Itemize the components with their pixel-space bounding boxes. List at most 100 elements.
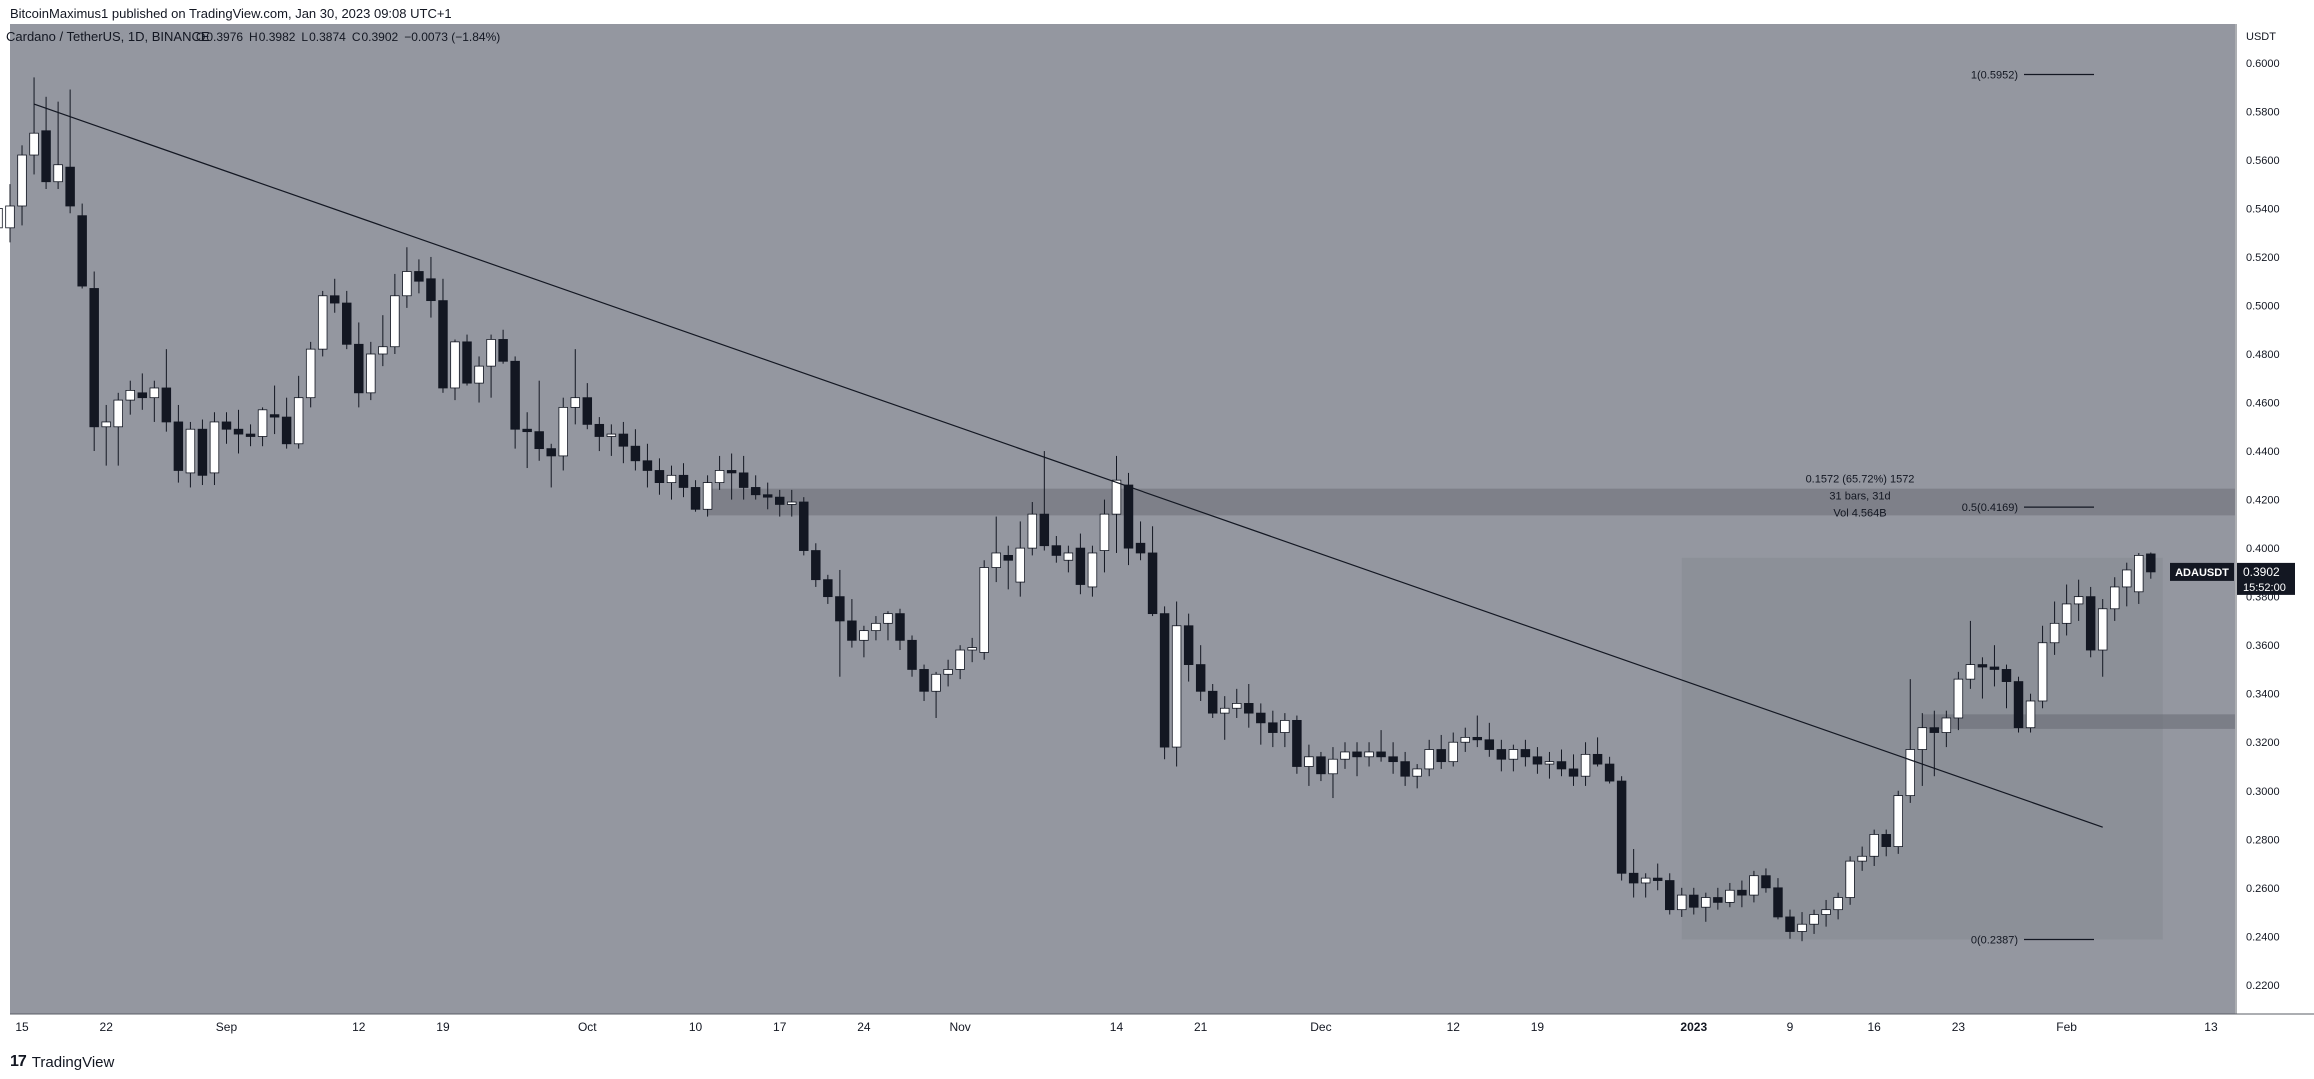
candle-down: [1652, 877, 1663, 881]
resistance-zone: [707, 488, 2235, 516]
x-tick-label: 23: [1952, 1020, 1966, 1034]
candle-up: [991, 552, 1001, 568]
candle-up: [1412, 768, 1422, 777]
candle-up: [1677, 894, 1687, 911]
candle-down: [1352, 751, 1362, 758]
candle-up: [1797, 923, 1807, 932]
candle-up: [1448, 741, 1458, 763]
candle-down: [1051, 545, 1062, 556]
x-tick-label: 16: [1868, 1020, 1882, 1034]
candle-up: [1544, 761, 1555, 765]
candle-down: [1532, 756, 1543, 765]
y-tick-label: 0.5600: [2246, 155, 2280, 167]
x-tick-label: 10: [689, 1020, 703, 1034]
y-tick-label: 0.2200: [2246, 980, 2280, 992]
candle-up: [209, 421, 220, 474]
candle-up: [1087, 552, 1098, 588]
candle-down: [2146, 553, 2156, 573]
x-tick-label: 17: [773, 1020, 787, 1034]
support-zone: [1922, 714, 2235, 729]
candle-down: [546, 448, 556, 457]
candle-down: [1989, 666, 2000, 670]
candle-up: [883, 613, 893, 624]
price-tag-value: 0.3902: [2243, 565, 2280, 579]
candlestick-chart[interactable]: 1(0.5952) 0.5(0.4169) 0(0.2387) 0.1572 (65.…: [0, 24, 2314, 1047]
candle-up: [1821, 909, 1831, 915]
candle-up: [1508, 749, 1519, 760]
candle-down: [77, 215, 87, 287]
candle-up: [1869, 834, 1879, 857]
y-tick-label: 0.6000: [2246, 58, 2280, 70]
candle-up: [1941, 717, 1952, 733]
symbol-tag-bg: [2170, 562, 2234, 581]
candle-up: [2037, 642, 2048, 702]
candle-down: [1556, 761, 1567, 770]
ohlc-change-value: −0.0073 (−1.84%): [404, 30, 500, 44]
candle-up: [1580, 753, 1591, 777]
candle-down: [1628, 872, 1639, 884]
candle-up: [1015, 547, 1026, 583]
candle-up: [787, 501, 797, 505]
y-tick-label: 0.4400: [2246, 446, 2280, 458]
candle-up: [1953, 678, 1964, 719]
candle-up: [1701, 897, 1711, 908]
candle-down: [750, 487, 761, 496]
candle-up: [1725, 889, 1735, 903]
candle-up: [474, 365, 484, 384]
x-tick-label: 13: [2204, 1020, 2218, 1034]
candle-down: [1292, 719, 1302, 767]
candle-up: [2109, 586, 2120, 610]
candle-up: [1460, 736, 1471, 743]
measure-label: 0.1572 (65.72%) 1572: [1806, 474, 1915, 486]
price-tag-countdown: 15:52:00: [2243, 582, 2286, 594]
candle-up: [2134, 554, 2144, 593]
candle-up: [1845, 860, 1855, 898]
candle-down: [1147, 552, 1158, 615]
candle-down: [1316, 756, 1326, 775]
candle-up: [101, 421, 111, 428]
descending-trendline: [33, 103, 2103, 828]
candle-down: [775, 496, 785, 505]
candle-up: [1857, 855, 1867, 862]
candle-up: [1304, 756, 1314, 767]
candle-up: [1111, 479, 1122, 515]
candle-up: [1917, 727, 1928, 750]
candle-up: [5, 205, 15, 229]
candle-down: [1400, 761, 1410, 777]
candle-down: [1881, 834, 1891, 847]
candle-down: [1592, 753, 1603, 765]
candle-down: [582, 397, 593, 425]
candle-down: [342, 302, 352, 345]
footer: 17 TradingView: [10, 1051, 114, 1073]
candle-up: [1364, 751, 1374, 758]
candle-down: [1929, 727, 1940, 733]
candle-down: [1388, 756, 1398, 763]
candle-down: [1520, 749, 1531, 758]
y-tick-label: 0.3400: [2246, 689, 2280, 701]
candle-down: [762, 494, 773, 498]
candle-down: [1737, 889, 1747, 896]
candle-up: [317, 295, 328, 350]
chart-title: Cardano / TetherUS, 1D, BINANCE: [6, 29, 210, 44]
candle-down: [89, 288, 99, 428]
ohlc-low-label: L: [301, 30, 308, 44]
candle-down: [835, 596, 845, 622]
measure-label: 31 bars, 31d: [1829, 491, 1890, 503]
candle-down: [1472, 736, 1483, 741]
candle-down: [161, 387, 172, 423]
candle-up: [29, 132, 39, 156]
candle-down: [1195, 664, 1206, 692]
x-tick-label: Feb: [2056, 1020, 2077, 1034]
candle-down: [618, 433, 629, 447]
candle-down: [41, 130, 51, 183]
candle-up: [714, 470, 725, 484]
candle-up: [125, 389, 136, 401]
x-tick-label: 2023: [1680, 1020, 1707, 1034]
x-tick-label: 22: [100, 1020, 114, 1034]
chart-area[interactable]: 1(0.5952) 0.5(0.4169) 0(0.2387) 0.1572 (65.…: [0, 24, 2314, 1047]
ohlc-high-label: H: [249, 30, 258, 44]
x-tick-label: 14: [1110, 1020, 1124, 1034]
y-tick-label: 0.3000: [2246, 786, 2280, 798]
y-tick-label: 0.3200: [2246, 737, 2280, 749]
candle-down: [1268, 722, 1278, 733]
